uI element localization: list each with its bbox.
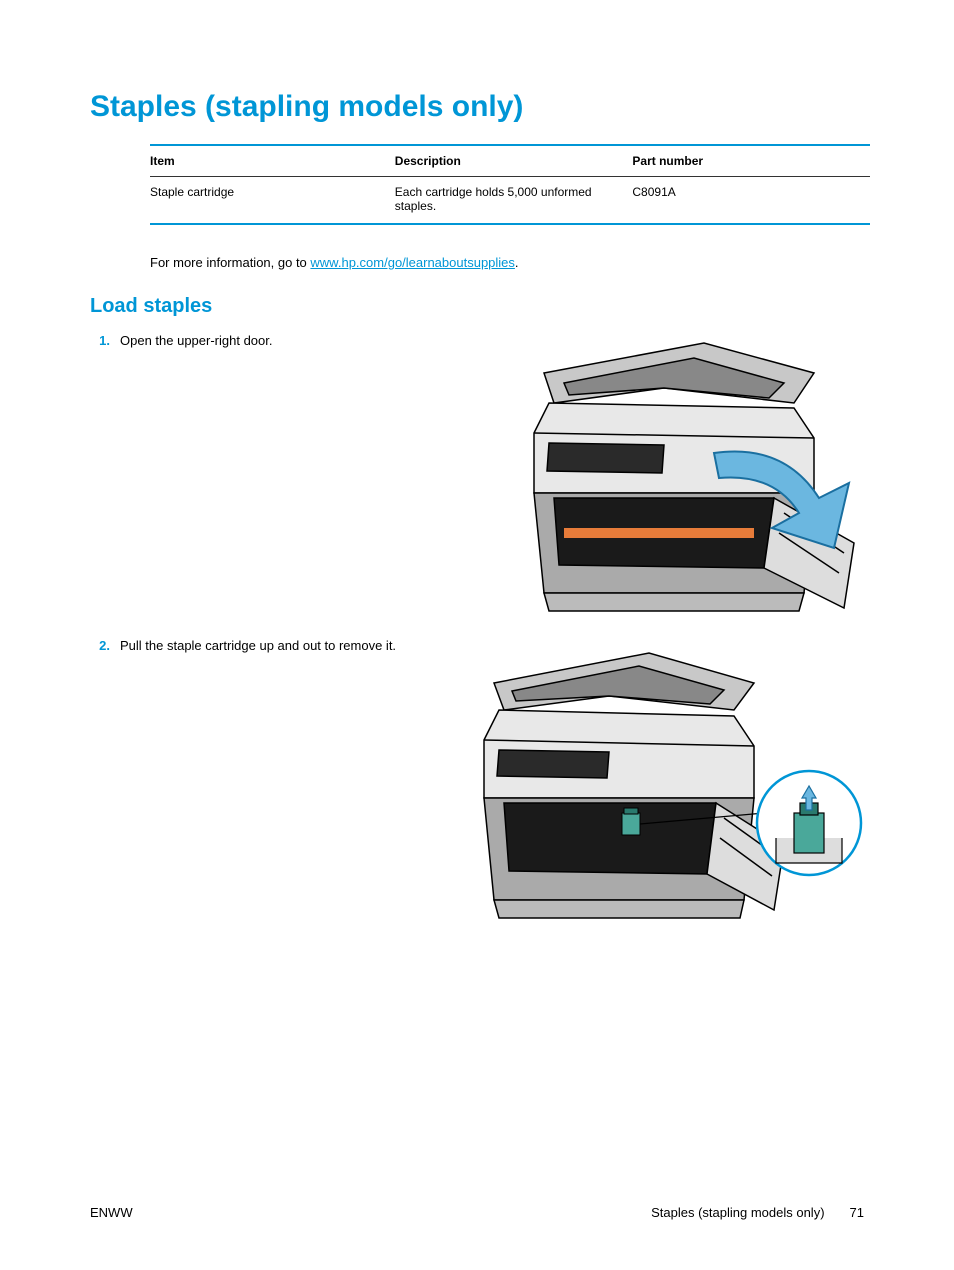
step-number-1: 1. [90,333,120,348]
header-item: Item [150,145,395,177]
page-title: Staples (stapling models only) [90,90,864,124]
printer-illustration-1 [504,333,864,613]
cell-item: Staple cartridge [150,177,395,225]
info-paragraph: For more information, go to www.hp.com/g… [150,255,864,270]
page-footer: ENWW Staples (stapling models only) 71 [90,1205,864,1220]
footer-page-number: 71 [850,1205,864,1220]
cell-part-number: C8091A [632,177,870,225]
step-2: 2. Pull the staple cartridge up and out … [90,638,864,928]
step-1: 1. Open the upper-right door. [90,333,864,613]
step-image-1 [450,333,864,613]
footer-section-label: Staples (stapling models only) [651,1205,824,1220]
supplies-link[interactable]: www.hp.com/go/learnaboutsupplies [310,255,515,270]
printer-illustration-2 [464,638,864,928]
header-part-number: Part number [632,145,870,177]
step-image-2 [450,638,864,928]
info-prefix: For more information, go to [150,255,310,270]
section-title: Load staples [90,295,864,318]
table-row: Staple cartridge Each cartridge holds 5,… [150,177,870,225]
step-text-2: Pull the staple cartridge up and out to … [120,638,450,655]
cell-description: Each cartridge holds 5,000 unformed stap… [395,177,633,225]
footer-left: ENWW [90,1205,133,1220]
info-suffix: . [515,255,519,270]
table-header-row: Item Description Part number [150,145,870,177]
header-description: Description [395,145,633,177]
footer-right: Staples (stapling models only) 71 [651,1205,864,1220]
step-number-2: 2. [90,638,120,653]
staples-table: Item Description Part number Staple cart… [150,144,870,225]
step-text-1: Open the upper-right door. [120,333,450,350]
